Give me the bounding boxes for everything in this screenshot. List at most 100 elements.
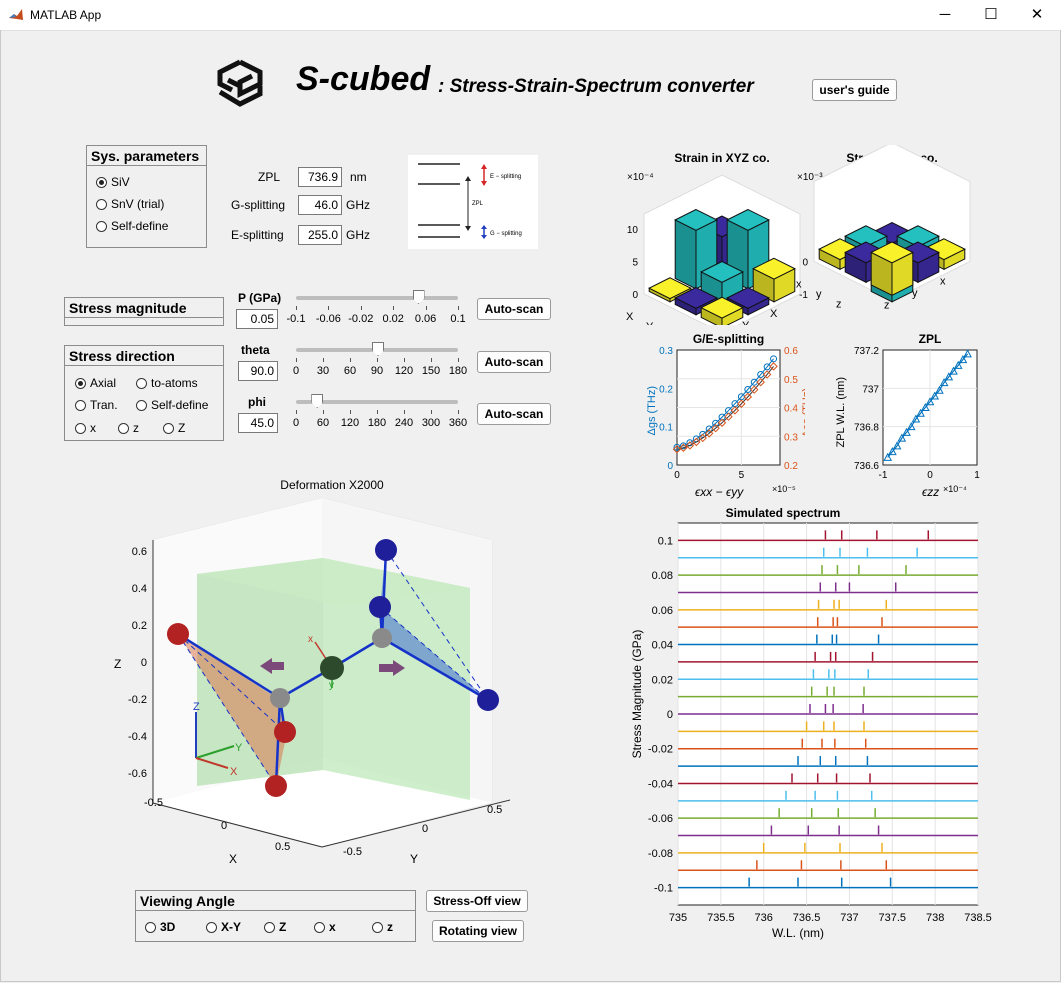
- app-subtitle: : Stress-Strain-Spectrum converter: [438, 76, 754, 97]
- z-tick: 0.2: [132, 620, 147, 632]
- users-guide-button[interactable]: user's guide: [812, 79, 897, 101]
- radio-snv[interactable]: SnV (trial): [96, 197, 164, 211]
- data-point: [935, 385, 944, 394]
- y-tick-label: 736.6: [854, 461, 879, 472]
- radio-x[interactable]: x: [75, 421, 96, 435]
- radio-view-x[interactable]: x: [314, 920, 336, 934]
- theta-auto-scan-button[interactable]: Auto-scan: [477, 351, 551, 373]
- radio-self-define[interactable]: Self-define: [96, 219, 168, 233]
- x-tick-label: -1: [879, 470, 888, 481]
- slider-tick-mark: [377, 358, 378, 362]
- y-axis-ticks: 0.5 0 -0.5: [343, 804, 502, 858]
- y-tick-label: 0.06: [652, 605, 673, 617]
- theta-input[interactable]: [238, 361, 278, 381]
- stress-off-view-button[interactable]: Stress-Off view: [426, 890, 528, 912]
- right-tick-label: 0.6: [784, 346, 798, 357]
- simulated-spectrum-chart: Simulated spectrum 735 735.5 736 736.5 737 737…: [630, 506, 992, 940]
- g-splitting-input[interactable]: [298, 195, 342, 215]
- right-tick-label: 0.3: [784, 432, 798, 443]
- axis-triad: Z Y X: [193, 701, 243, 778]
- radio-view-3d[interactable]: 3D: [145, 920, 175, 934]
- theta-slider[interactable]: 0 30 60 90 120 150 180: [293, 342, 467, 382]
- radio-tran[interactable]: Tran.: [75, 398, 118, 412]
- viewing-angle-panel: Viewing Angle: [135, 890, 416, 942]
- rotating-view-button[interactable]: Rotating view: [432, 920, 524, 942]
- data-point: [737, 399, 746, 408]
- radio-view-z[interactable]: z: [372, 920, 393, 934]
- z-axis-label: Z: [114, 657, 121, 671]
- dashed-edges: [177, 549, 489, 787]
- y-tick-label: -0.1: [654, 883, 673, 895]
- bar-face-top: [674, 286, 718, 309]
- slider-tick-label: -0.06: [315, 313, 341, 325]
- phi-auto-scan-button[interactable]: Auto-scan: [477, 403, 551, 425]
- slider-tick-mark: [350, 358, 351, 362]
- p-auto-scan-button[interactable]: Auto-scan: [477, 298, 551, 320]
- left-axis-label: Δgs (THz): [646, 386, 658, 436]
- p-input[interactable]: [236, 309, 278, 329]
- e-splitting-input[interactable]: [298, 225, 342, 245]
- sys-parameters-title: Sys. parameters: [87, 146, 206, 166]
- slider-tick-label: -0.02: [348, 313, 374, 325]
- minimize-button[interactable]: ─: [939, 6, 951, 23]
- x-tick-label: 735.5: [707, 912, 735, 924]
- series-line: [676, 358, 774, 448]
- x-axis-label: W.L. (nm): [772, 926, 824, 940]
- deformation-3d-view[interactable]: Deformation X2000 0.6 0.4 0.2 0 -0.2 -0.…: [100, 470, 530, 875]
- radio-dir-self-define[interactable]: Self-define: [136, 398, 208, 412]
- slider-tick-mark: [458, 306, 459, 310]
- y-axis-label: ZPL W.L. (nm): [835, 377, 847, 448]
- slider-tick-mark: [296, 410, 297, 414]
- chart-title: ZPL: [919, 332, 942, 346]
- slider-thumb[interactable]: [311, 394, 324, 408]
- radio-to-atoms[interactable]: to-atoms: [136, 376, 198, 390]
- chart-title: G/E-splitting: [693, 332, 764, 346]
- data-point: [756, 377, 765, 387]
- x-tick-label: 1: [974, 470, 980, 481]
- data-point: [769, 362, 778, 371]
- radio-label: 3D: [160, 920, 176, 934]
- maximize-button[interactable]: ☐: [984, 6, 998, 23]
- slider-tick-mark: [404, 358, 405, 362]
- atoms: [167, 539, 499, 797]
- slider-tick-mark: [328, 306, 330, 310]
- data-point: [704, 429, 714, 438]
- slider-thumb[interactable]: [412, 290, 425, 304]
- radio-siv[interactable]: SiV: [96, 175, 130, 189]
- slider-thumb[interactable]: [372, 342, 384, 356]
- radio-view-xy[interactable]: X-Y: [206, 920, 241, 934]
- x-tick-label: 738: [926, 912, 944, 924]
- p-slider[interactable]: -0.1 -0.06 -0.02 0.02 0.06 0.1: [287, 290, 466, 330]
- y-tick-label: y: [912, 288, 918, 300]
- y-tick-label: 737.2: [854, 346, 879, 357]
- phi-slider[interactable]: 0 60 120 180 240 300 360: [293, 394, 467, 434]
- left-tick-label: 0.3: [659, 346, 673, 357]
- data-point: [963, 349, 972, 358]
- slider-tick-mark: [323, 358, 324, 362]
- x-tick-label: y: [816, 289, 822, 301]
- radio-dot: [264, 922, 275, 933]
- slider-tick-mark: [458, 358, 459, 362]
- bar-3d: [870, 241, 914, 297]
- sys-parameters-panel: Sys. parameters: [86, 145, 207, 248]
- radio-view-Z[interactable]: Z: [264, 920, 286, 934]
- slider-tick-label: 0: [292, 365, 300, 377]
- slider-tick-label: -0.1: [286, 313, 306, 325]
- viewing-angle-title: Viewing Angle: [136, 891, 415, 911]
- phi-input[interactable]: [238, 413, 278, 433]
- radio-z[interactable]: z: [118, 421, 139, 435]
- slider-track: [296, 400, 458, 404]
- compress-arrow-left-icon: [260, 658, 284, 674]
- y-tick-label: 0: [667, 709, 673, 721]
- radio-Z[interactable]: Z: [163, 421, 185, 435]
- radio-label: to-atoms: [151, 376, 198, 390]
- slider-tick-label: 120: [394, 365, 414, 377]
- slider-tick-mark: [323, 410, 324, 414]
- radio-axial[interactable]: Axial: [75, 376, 116, 390]
- close-button[interactable]: ✕: [1030, 6, 1044, 23]
- zpl-input[interactable]: [298, 167, 342, 187]
- x-tick-label: 0: [927, 470, 933, 481]
- y-tick: 0.5: [487, 804, 502, 816]
- slider-tick-label: 180: [448, 365, 468, 377]
- y-tick-label: -0.04: [648, 778, 673, 790]
